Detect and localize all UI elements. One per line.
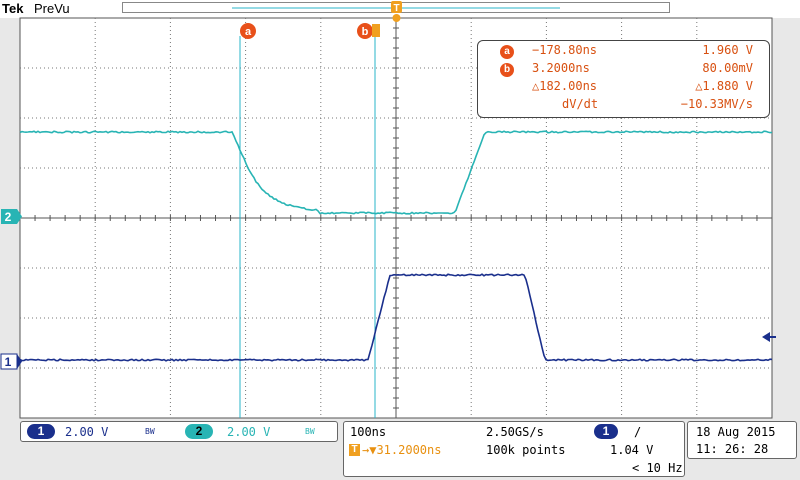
readout-delta-time: △182.00ns bbox=[532, 79, 597, 93]
readout-dvdt-label: dV/dt bbox=[562, 97, 598, 111]
ch2-scale[interactable]: 2.00 V bbox=[227, 425, 270, 439]
ch2-bw-limit: BW bbox=[305, 427, 315, 436]
readout-row-b: b 3.2000ns 80.00mV bbox=[478, 61, 769, 79]
trigger-frequency: < 10 Hz bbox=[632, 461, 683, 475]
date-time-panel: 18 Aug 2015 11: 26: 28 bbox=[687, 421, 797, 459]
trigger-position-marker: T bbox=[391, 1, 402, 22]
readout-b-badge: b bbox=[500, 63, 514, 77]
ch1-bw-limit: BW bbox=[145, 427, 155, 436]
cursor-a-badge: a bbox=[240, 23, 256, 39]
trigger-marker-label: T bbox=[393, 3, 399, 14]
ch1-scale[interactable]: 2.00 V bbox=[65, 425, 108, 439]
trigger-level[interactable]: 1.04 V bbox=[610, 443, 653, 457]
cursor-b-label: b bbox=[362, 26, 369, 38]
ch2-ground-label: 2 bbox=[5, 210, 12, 224]
ch1-ground-marker: 1 bbox=[1, 354, 22, 369]
clock: 11: 26: 28 bbox=[696, 442, 768, 456]
readout-dvdt-value: −10.33MV/s bbox=[681, 97, 753, 111]
channel-scale-panel[interactable]: 1 2.00 V BW 2 2.00 V BW bbox=[20, 421, 338, 442]
readout-row-delta: △182.00ns △1.880 V bbox=[478, 79, 769, 97]
readout-a-badge: a bbox=[500, 45, 514, 59]
timebase-scale[interactable]: 100ns bbox=[350, 425, 386, 439]
ch2-badge[interactable]: 2 bbox=[185, 424, 213, 439]
readout-delta-volt: △1.880 V bbox=[695, 79, 753, 93]
cursor-b-badge: b bbox=[357, 23, 380, 39]
ch2-ground-marker: 2 bbox=[1, 209, 22, 224]
cursor-readout: a −178.80ns 1.960 V b 3.2000ns 80.00mV △… bbox=[477, 40, 770, 118]
trigger-position-icon: T bbox=[349, 444, 360, 456]
readout-b-time: 3.2000ns bbox=[532, 61, 590, 75]
readout-row-a: a −178.80ns 1.960 V bbox=[478, 43, 769, 61]
readout-a-time: −178.80ns bbox=[532, 43, 597, 57]
readout-a-volt: 1.960 V bbox=[702, 43, 753, 57]
readout-b-volt: 80.00mV bbox=[702, 61, 753, 75]
cursor-a-label: a bbox=[245, 26, 252, 38]
date: 18 Aug 2015 bbox=[696, 425, 775, 439]
ch1-ground-label: 1 bbox=[5, 355, 12, 369]
ch1-badge[interactable]: 1 bbox=[27, 424, 55, 439]
trigger-source-badge[interactable]: 1 bbox=[594, 424, 618, 439]
trigger-position[interactable]: →▼31.2000ns bbox=[362, 443, 441, 457]
record-length: 100k points bbox=[486, 443, 565, 457]
sample-rate: 2.50GS/s bbox=[486, 425, 544, 439]
timebase-panel[interactable]: 100ns 2.50GS/s 1 / T →▼31.2000ns 100k po… bbox=[343, 421, 685, 477]
readout-row-dvdt: dV/dt −10.33MV/s bbox=[478, 97, 769, 115]
trigger-slope-icon: / bbox=[634, 425, 641, 439]
